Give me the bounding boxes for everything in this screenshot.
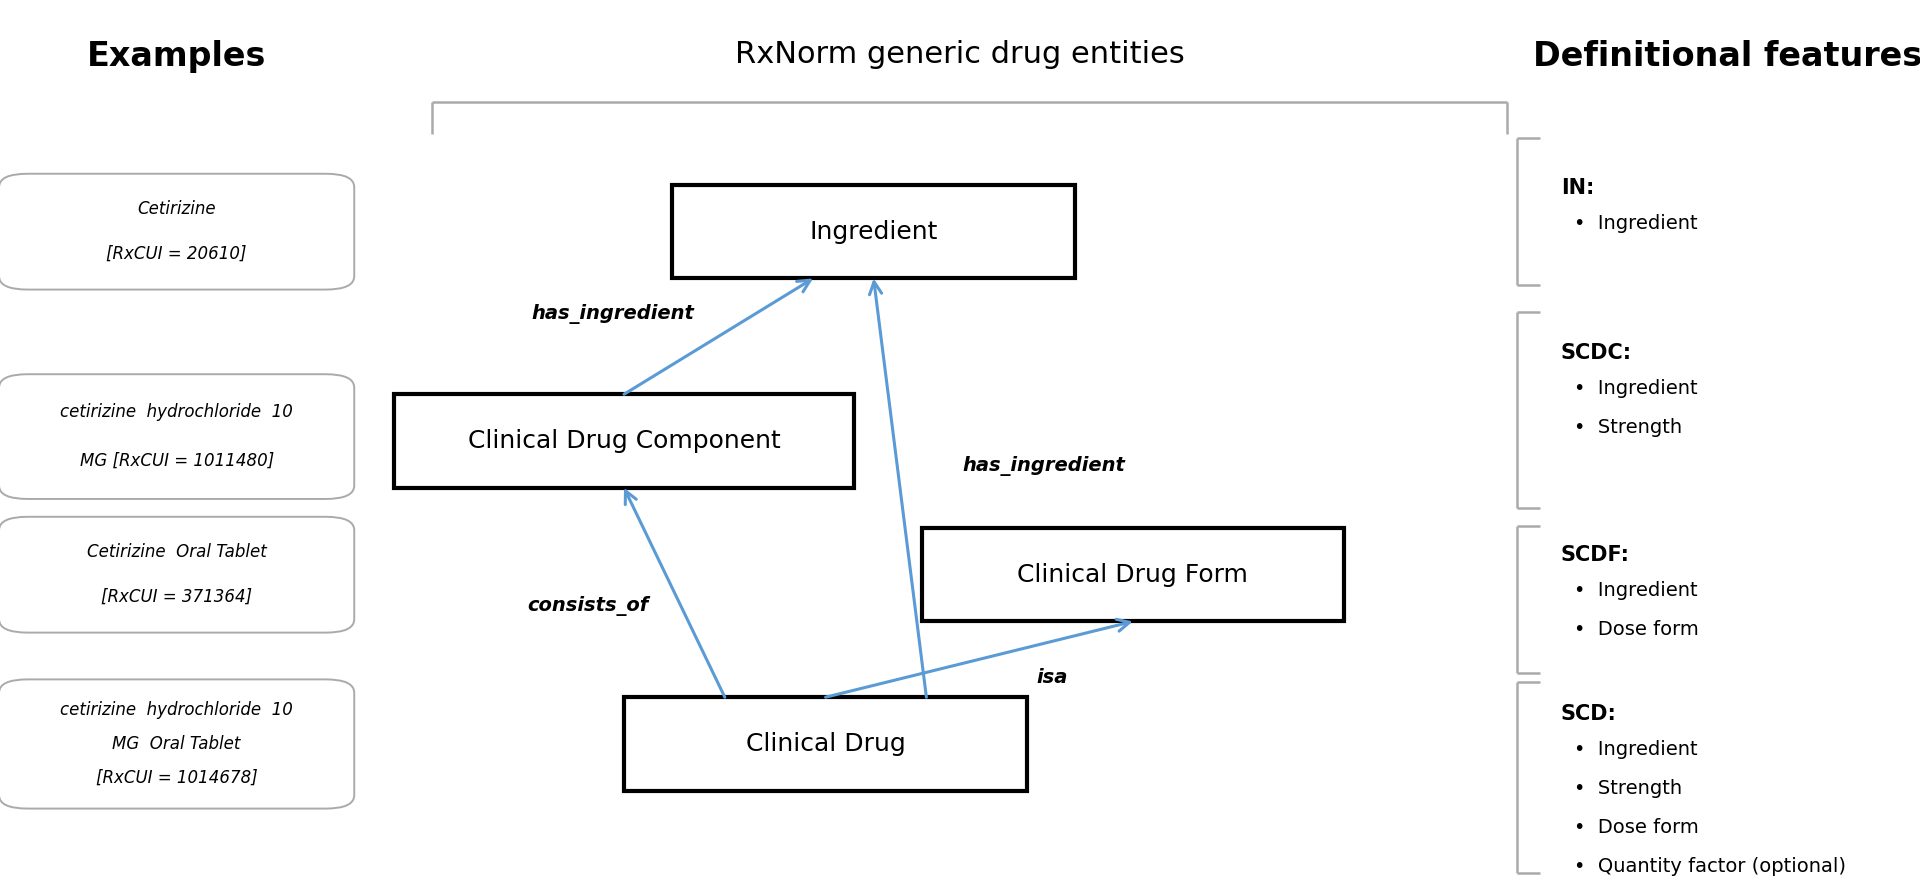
Text: [RxCUI = 20610]: [RxCUI = 20610]	[106, 245, 248, 263]
FancyBboxPatch shape	[624, 697, 1027, 791]
FancyBboxPatch shape	[0, 517, 353, 633]
Text: MG [RxCUI = 1011480]: MG [RxCUI = 1011480]	[79, 452, 275, 470]
Text: RxNorm generic drug entities: RxNorm generic drug entities	[735, 40, 1185, 69]
Text: has_ingredient: has_ingredient	[962, 455, 1125, 476]
Text: [RxCUI = 1014678]: [RxCUI = 1014678]	[96, 769, 257, 787]
Text: •  Ingredient: • Ingredient	[1574, 740, 1697, 758]
Text: Ingredient: Ingredient	[810, 220, 937, 243]
Text: Cetirizine  Oral Tablet: Cetirizine Oral Tablet	[86, 544, 267, 561]
FancyBboxPatch shape	[0, 374, 353, 499]
Text: •  Strength: • Strength	[1574, 779, 1682, 797]
Text: Cetirizine: Cetirizine	[138, 200, 215, 218]
FancyBboxPatch shape	[394, 394, 854, 487]
Text: •  Dose form: • Dose form	[1574, 818, 1699, 837]
FancyBboxPatch shape	[922, 527, 1344, 622]
Text: has_ingredient: has_ingredient	[532, 304, 695, 324]
Text: cetirizine  hydrochloride  10: cetirizine hydrochloride 10	[60, 403, 294, 421]
Text: •  Ingredient: • Ingredient	[1574, 379, 1697, 397]
Text: SCDC:: SCDC:	[1561, 343, 1632, 363]
Text: consists_of: consists_of	[528, 596, 649, 616]
Text: [RxCUI = 371364]: [RxCUI = 371364]	[102, 588, 252, 606]
Text: Examples: Examples	[86, 40, 267, 73]
Text: •  Ingredient: • Ingredient	[1574, 214, 1697, 233]
Text: MG  Oral Tablet: MG Oral Tablet	[113, 735, 240, 753]
Text: cetirizine  hydrochloride  10: cetirizine hydrochloride 10	[60, 701, 294, 719]
FancyBboxPatch shape	[672, 185, 1075, 278]
Text: •  Ingredient: • Ingredient	[1574, 581, 1697, 600]
Text: SCDF:: SCDF:	[1561, 545, 1630, 565]
Text: Clinical Drug Form: Clinical Drug Form	[1018, 563, 1248, 586]
Text: SCD:: SCD:	[1561, 704, 1617, 723]
Text: Clinical Drug Component: Clinical Drug Component	[468, 429, 780, 453]
Text: Clinical Drug: Clinical Drug	[745, 732, 906, 756]
Text: Definitional features: Definitional features	[1534, 40, 1920, 73]
Text: IN:: IN:	[1561, 178, 1594, 198]
Text: •  Quantity factor (optional): • Quantity factor (optional)	[1574, 857, 1847, 876]
FancyBboxPatch shape	[0, 679, 353, 809]
Text: •  Strength: • Strength	[1574, 418, 1682, 437]
Text: isa: isa	[1037, 667, 1068, 687]
FancyBboxPatch shape	[0, 174, 353, 290]
Text: •  Dose form: • Dose form	[1574, 620, 1699, 639]
